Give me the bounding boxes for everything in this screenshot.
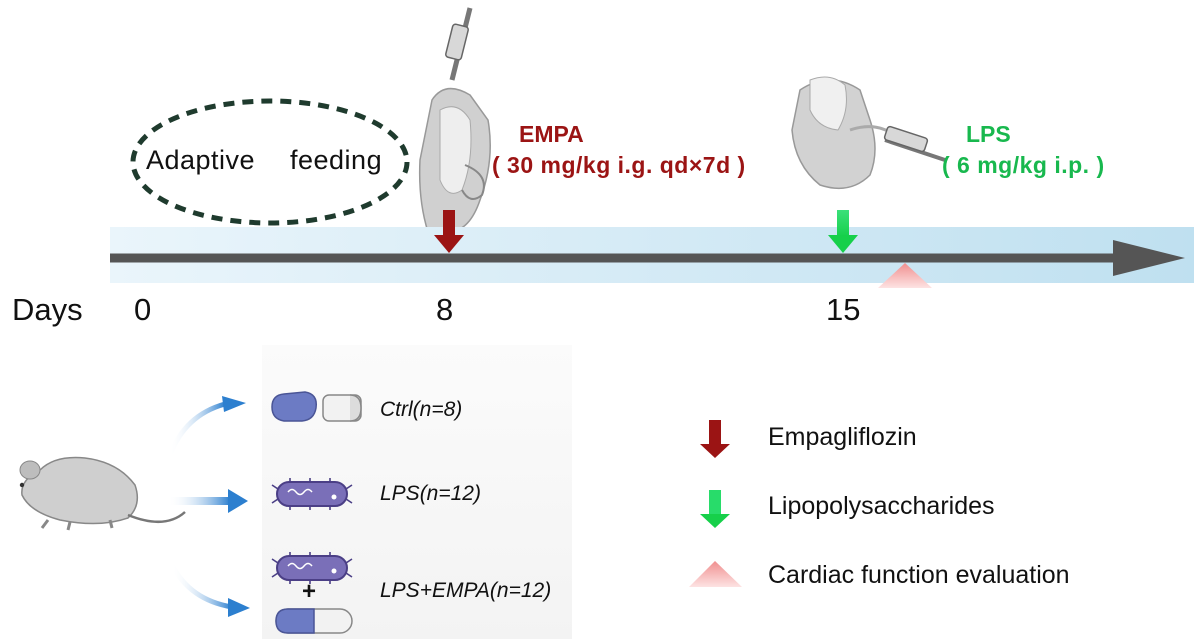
tick-day-15: 15 — [826, 292, 861, 327]
lps-bacterium-icon — [271, 478, 353, 510]
empa-capsule-icon — [275, 608, 353, 634]
lps-title: LPS — [966, 121, 1011, 147]
adaptive-feeding-ellipse — [130, 98, 410, 226]
to-lps-arrow — [168, 489, 248, 513]
legend-lps-arrow-icon — [700, 490, 730, 528]
to-lps-empa-arrow — [169, 563, 250, 617]
group-lps-label: LPS(n=12) — [380, 482, 481, 505]
empa-dose: ( 30 mg/kg i.g. qd×7d ) — [492, 152, 746, 178]
empa-title: EMPA — [519, 121, 584, 147]
cardiac-evaluation-triangle-icon — [878, 263, 932, 288]
lps-marker-arrow-icon — [828, 210, 858, 253]
legend-lps-label: Lipopolysaccharides — [768, 492, 995, 520]
legend-cardiac-label: Cardiac function evaluation — [768, 561, 1070, 589]
group-lps-empa-label: LPS+EMPA(n=12) — [380, 579, 552, 602]
plus-sign: + — [302, 578, 317, 605]
legend-cardiac-triangle-icon — [689, 561, 742, 587]
lps-dose: ( 6 mg/kg i.p. ) — [942, 152, 1105, 178]
legend-empagliflozin-arrow-icon — [700, 420, 730, 458]
legend-empagliflozin-label: Empagliflozin — [768, 423, 917, 451]
timeline-arrowhead — [1113, 240, 1185, 276]
adaptive-label: Adaptive — [146, 145, 256, 175]
injection-hand-illustration — [791, 76, 946, 190]
empa-marker-arrow-icon — [434, 210, 464, 253]
gavage-hand-illustration — [418, 7, 491, 233]
tick-day-8: 8 — [436, 292, 454, 327]
to-ctrl-arrow — [167, 396, 246, 456]
mouse-icon — [19, 456, 186, 531]
lps-empa-bacterium-icon — [271, 552, 353, 584]
days-axis-label: Days — [12, 292, 83, 327]
tick-day-0: 0 — [134, 292, 152, 327]
vehicle-capsule-icon — [271, 391, 362, 422]
feeding-label: feeding — [290, 145, 383, 175]
group-ctrl-label: Ctrl(n=8) — [380, 398, 463, 421]
